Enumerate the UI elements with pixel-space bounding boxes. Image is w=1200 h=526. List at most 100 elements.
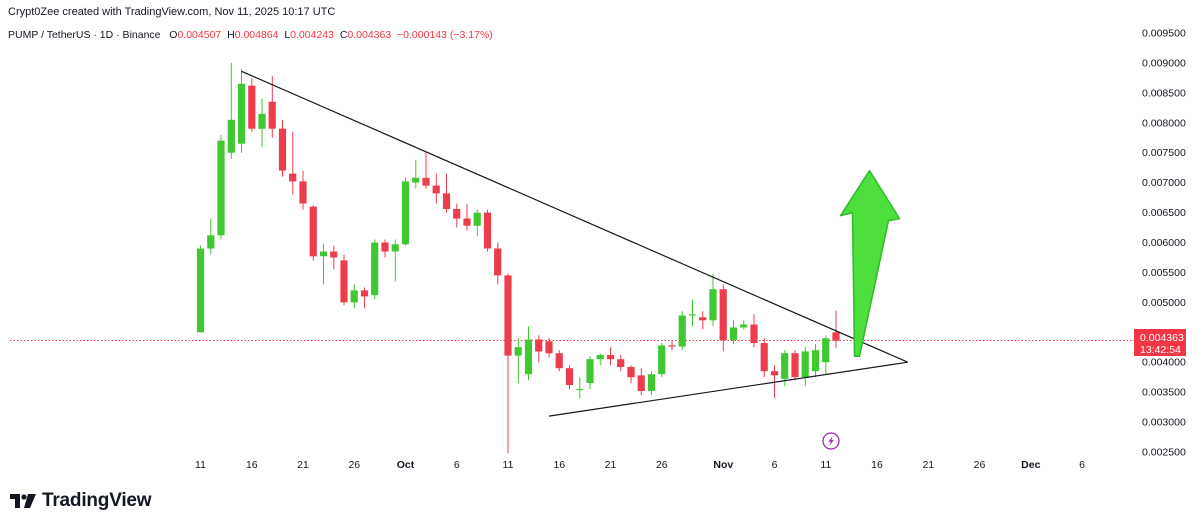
candle <box>822 335 830 375</box>
y-tick-label: 0.004000 <box>1142 357 1186 369</box>
y-axis[interactable]: 0.0025000.0030000.0035000.0040000.004500… <box>10 28 1186 459</box>
candle <box>596 353 604 366</box>
up-arrow-icon[interactable] <box>839 169 901 357</box>
candle <box>617 355 625 372</box>
x-axis[interactable]: 11 16 21 26 Oct 6 11 16 21 26 Nov 6 11 16 21 26 Dec 6 <box>195 459 1085 471</box>
candle-body <box>688 314 697 316</box>
candle-body <box>268 101 276 129</box>
x-tick-label: 21 <box>297 459 309 471</box>
close-value: 0.004363 <box>347 29 392 41</box>
x-tick-label: 11 <box>503 459 514 471</box>
candle <box>668 341 676 351</box>
x-tick-label: 21 <box>605 459 617 471</box>
candle <box>299 170 307 210</box>
candle <box>350 284 358 309</box>
candle <box>678 311 686 351</box>
candle <box>658 343 666 378</box>
open-value: 0.004507 <box>177 29 222 41</box>
candle <box>422 152 430 189</box>
y-tick-label: 0.007000 <box>1142 177 1186 189</box>
candle-body <box>248 85 256 129</box>
brand-name: TradingView <box>42 490 152 511</box>
trendline[interactable] <box>548 361 908 417</box>
candle-body <box>781 353 789 379</box>
candle <box>709 273 717 327</box>
candle-body <box>535 339 543 352</box>
candle-body <box>811 350 820 372</box>
candle-body <box>750 324 758 344</box>
candle <box>637 368 645 396</box>
candle <box>719 284 727 352</box>
y-tick-label: 0.006500 <box>1142 207 1186 219</box>
candle <box>412 159 420 189</box>
candle-body <box>391 244 399 252</box>
candle <box>514 338 522 384</box>
x-tick-label: 26 <box>656 459 668 471</box>
open-label: O <box>169 29 178 41</box>
y-tick-label: 0.003000 <box>1142 417 1186 429</box>
candle <box>832 310 840 348</box>
candle-body <box>360 290 369 297</box>
y-tick-label: 0.003500 <box>1142 387 1186 399</box>
ohlc-legend[interactable]: PUMP / TetherUS · 1D · Binance O0.004507… <box>8 29 493 41</box>
candle-body <box>278 128 287 171</box>
candle-body <box>760 343 768 372</box>
candle-body <box>330 251 338 258</box>
candle <box>371 239 379 300</box>
y-tick-label: 0.005500 <box>1142 267 1186 279</box>
candle-body <box>217 140 225 236</box>
candle <box>729 320 738 345</box>
candle <box>473 209 481 237</box>
x-tick-label: 26 <box>348 459 360 471</box>
candle <box>760 338 768 378</box>
candle <box>360 287 369 309</box>
candle <box>565 365 574 390</box>
candle-body <box>412 177 420 183</box>
price-label-countdown: 13:42:54 <box>1140 344 1181 356</box>
candle-body <box>596 355 604 360</box>
low-label: L <box>284 29 291 41</box>
candle <box>401 177 410 246</box>
candle <box>227 62 235 159</box>
candle-body <box>432 185 440 194</box>
lightning-bolt-icon[interactable] <box>822 432 840 450</box>
x-tick-label: 16 <box>246 459 258 471</box>
change-value: −0.000143 (−3.17%) <box>397 29 493 41</box>
candle-body <box>299 181 307 204</box>
x-tick-label: Oct <box>397 459 415 471</box>
annotations <box>241 70 909 417</box>
candle <box>647 371 656 396</box>
candle <box>740 320 748 330</box>
candle <box>196 245 205 333</box>
candle <box>586 356 594 390</box>
candle <box>576 377 584 399</box>
tradingview-logo-icon <box>10 494 36 508</box>
candle-body <box>555 353 563 369</box>
y-tick-label: 0.009000 <box>1142 57 1186 69</box>
candle-body <box>350 290 358 303</box>
tradingview-brand: TradingView <box>10 489 152 513</box>
x-tick-label: Dec <box>1021 459 1040 471</box>
candle <box>340 254 348 306</box>
candle <box>258 98 266 147</box>
candle <box>524 326 533 381</box>
candle-body <box>453 209 461 219</box>
candle-body <box>494 248 502 276</box>
trendline[interactable] <box>241 70 909 363</box>
y-tick-label: 0.009500 <box>1142 28 1186 40</box>
y-tick-label: 0.005000 <box>1142 297 1186 309</box>
candle-body <box>422 177 430 186</box>
high-value: 0.004864 <box>234 29 279 41</box>
candle <box>699 311 707 330</box>
candle-body <box>576 389 584 391</box>
candle-body <box>401 181 410 245</box>
candle <box>432 173 440 204</box>
candle-body <box>606 355 615 360</box>
candle <box>606 347 615 366</box>
candle-body <box>627 367 635 378</box>
symbol-label: PUMP / TetherUS · 1D · Binance <box>8 29 161 41</box>
candle-body <box>586 359 594 384</box>
candle-body <box>791 353 799 378</box>
candle <box>453 203 461 228</box>
